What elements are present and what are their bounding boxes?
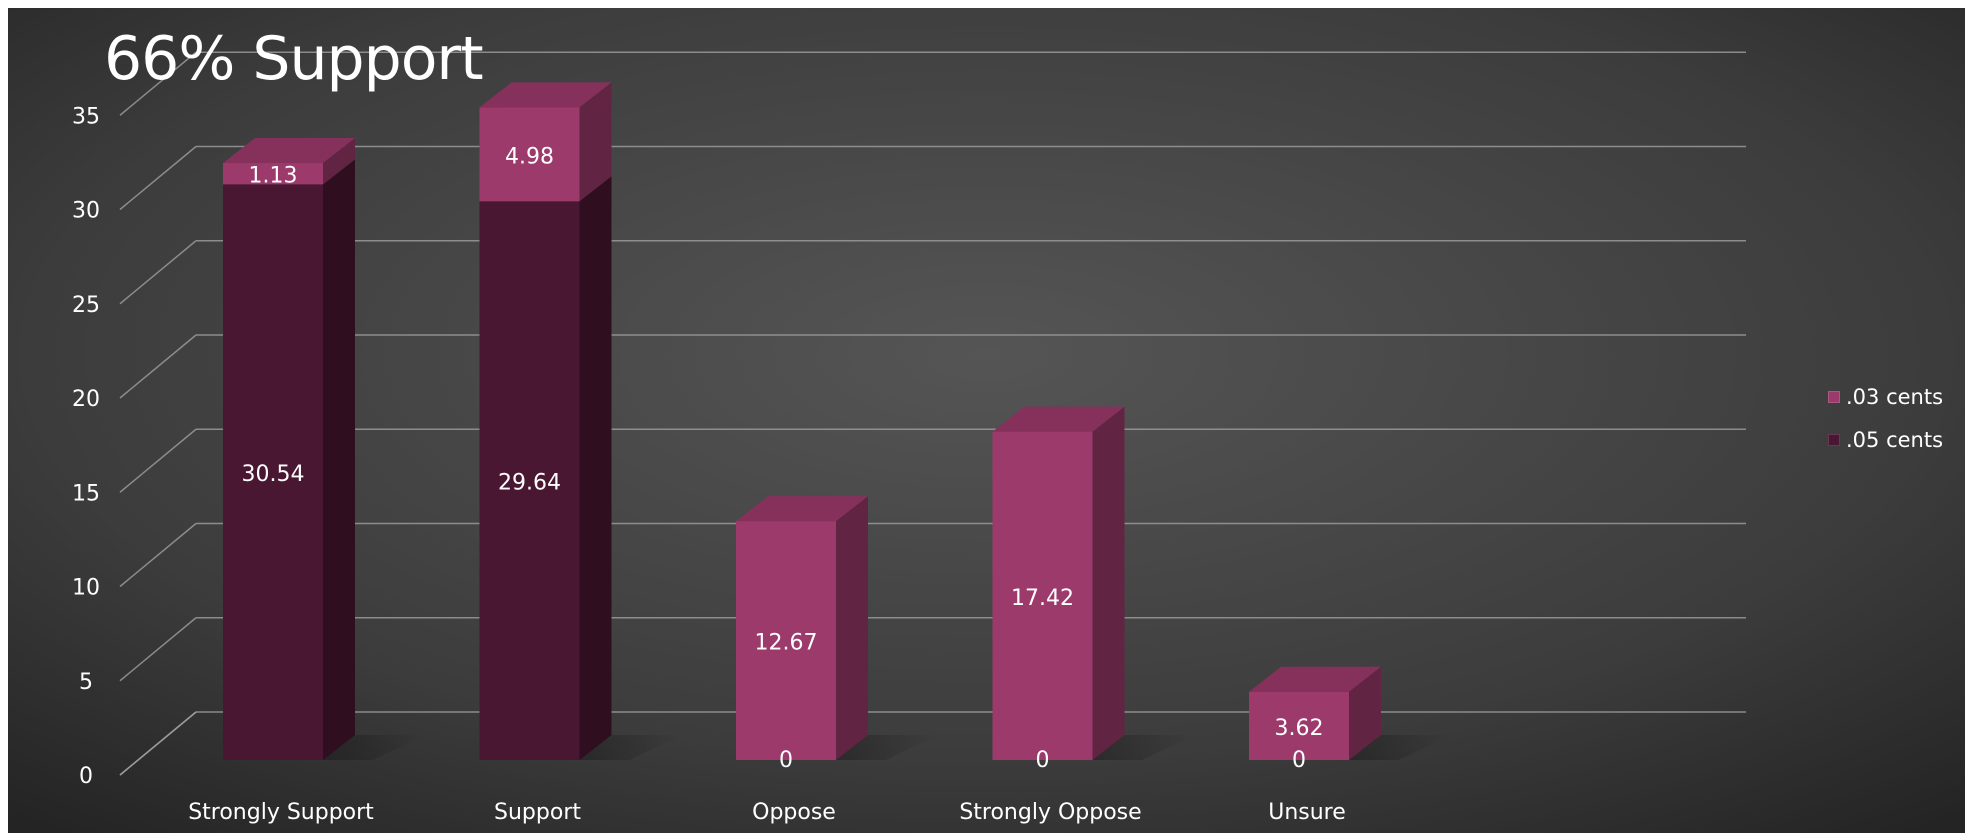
- bar-support-03-cents-side: [579, 82, 612, 202]
- legend-swatch-03-cents: [1828, 391, 1840, 403]
- data-label-unsure-03-cents: 3.62: [1275, 716, 1324, 741]
- bars: [223, 82, 1381, 761]
- data-label-strongly-oppose-03-cents: 17.42: [1011, 586, 1074, 611]
- y-tick-label-10: 10: [72, 576, 100, 601]
- bar-top-oppose: [736, 496, 868, 522]
- bar-strongly-support-03-cents-side: [323, 138, 355, 185]
- bar-top-unsure: [1249, 666, 1381, 692]
- bar-support-05-cents-front: [479, 201, 580, 760]
- data-label-oppose-05-cents: 0: [779, 748, 793, 773]
- bar-top-strongly-oppose: [992, 406, 1125, 432]
- gridline-diagonal-15: [119, 428, 197, 493]
- legend-label-03-cents: .03 cents: [1846, 385, 1944, 409]
- x-category-label-strongly-support: Strongly Support: [188, 800, 374, 825]
- legend-item-series-2: .03 cents: [1828, 385, 1943, 409]
- y-tick-label-5: 5: [79, 670, 93, 695]
- gridline-diagonal-10: [119, 522, 197, 588]
- data-label-support-05-cents: 29.64: [498, 471, 561, 496]
- data-labels: 30.54 1.13 29.64 4.98 0 12.67 0 17.42 0 3.62: [242, 144, 1324, 773]
- data-label-oppose-03-cents: 12.67: [755, 631, 818, 656]
- bar-strongly-oppose-03-cents-side: [1092, 406, 1125, 760]
- data-label-support-03-cents: 4.98: [505, 144, 554, 169]
- bar-oppose-03-cents-side: [836, 496, 868, 760]
- legend-item-series-1: .05 cents: [1828, 428, 1943, 452]
- x-category-label-oppose: Oppose: [752, 800, 836, 825]
- y-tick-label-0: 0: [79, 764, 93, 789]
- x-category-label-unsure: Unsure: [1268, 800, 1346, 825]
- bar-strongly-support-05-cents-front: [223, 184, 323, 761]
- axis-labels: 0 5 10 15 20 25 30 35 Strongly Support Support Opp…: [72, 104, 1346, 825]
- floor-edge: [119, 711, 197, 776]
- y-tick-label-15: 15: [72, 481, 100, 506]
- gridline-diagonal-20: [119, 334, 197, 399]
- y-tick-label-30: 30: [72, 199, 100, 224]
- gridline-diagonal-25: [119, 240, 197, 305]
- gridline-diagonal-35: [119, 51, 197, 116]
- bar-strongly-support-05-cents-side: [323, 159, 355, 761]
- y-tick-label-25: 25: [72, 293, 100, 318]
- y-tick-label-35: 35: [72, 104, 100, 129]
- data-label-unsure-05-cents: 0: [1292, 748, 1306, 773]
- legend-swatch-05-cents: [1828, 434, 1840, 446]
- bar-support-03-cents-front: [479, 107, 580, 202]
- gridline-diagonal-5: [119, 617, 197, 682]
- data-label-strongly-support-03-cents: 1.13: [249, 164, 298, 189]
- x-category-label-strongly-oppose: Strongly Oppose: [959, 800, 1141, 825]
- bar-unsure-03-cents-side: [1349, 666, 1381, 760]
- bar-unsure-03-cents-front: [1249, 691, 1349, 760]
- gridline-diagonal-30: [119, 145, 197, 211]
- bar-top-support: [479, 82, 612, 108]
- data-label-strongly-support-05-cents: 30.54: [242, 462, 305, 487]
- data-label-strongly-oppose-05-cents: 0: [1036, 748, 1050, 773]
- legend-label-05-cents: .05 cents: [1846, 428, 1944, 452]
- bar-strongly-oppose-03-cents-front: [992, 431, 1093, 760]
- gridlines: [119, 51, 1746, 776]
- bar-support-05-cents-side: [579, 176, 612, 760]
- chart-title: 66% Support: [104, 24, 484, 94]
- bar-top-strongly-support: [223, 138, 355, 164]
- bar-strongly-support-03-cents-front: [223, 163, 323, 185]
- y-tick-label-20: 20: [72, 387, 100, 412]
- x-category-label-support: Support: [494, 800, 581, 825]
- bar-oppose-03-cents-front: [736, 521, 836, 760]
- chart-panel: 30.54 1.13 29.64 4.98 0 12.67 0 17.42 0 3.62 0 5 10…: [8, 8, 1965, 833]
- chart-canvas: 30.54 1.13 29.64 4.98 0 12.67 0 17.42 0 3.62 0 5 10…: [8, 8, 1965, 833]
